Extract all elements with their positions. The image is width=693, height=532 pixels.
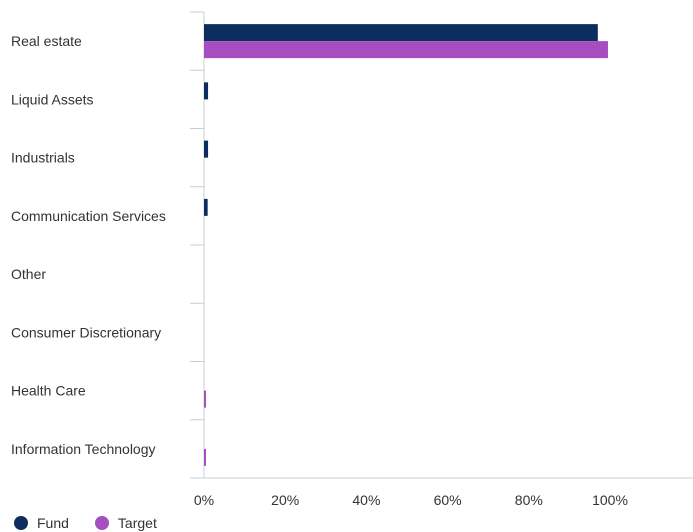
legend-label-target: Target	[117, 515, 157, 531]
category-label: Liquid Assets	[11, 91, 94, 107]
legend-label-fund: Fund	[37, 515, 69, 531]
plot-frame	[190, 11, 693, 479]
category-label: Health Care	[11, 383, 86, 399]
bar-fund[interactable]	[204, 198, 208, 216]
x-tick-label: 20%	[271, 492, 299, 508]
legend-item-fund[interactable]: Fund	[14, 515, 69, 531]
category-labels: Real estate Liquid Assets Industrials Commu…	[11, 33, 166, 457]
x-tick-label: 40%	[352, 492, 380, 508]
legend-swatch-fund	[14, 516, 28, 530]
x-tick-label: 60%	[434, 492, 462, 508]
category-label: Industrials	[11, 150, 75, 166]
category-label: Real estate	[11, 33, 82, 49]
bar-fund[interactable]	[204, 140, 209, 158]
category-label: Other	[11, 266, 46, 282]
x-axis-tick-labels: 0% 20% 40% 60% 80% 100%	[194, 492, 628, 508]
category-label: Communication Services	[11, 208, 166, 224]
bar-target[interactable]	[204, 448, 206, 466]
x-tick-label: 100%	[592, 492, 628, 508]
bar-fund[interactable]	[204, 24, 598, 42]
legend-item-target[interactable]: Target	[94, 515, 157, 531]
legend-swatch-target	[94, 516, 109, 530]
category-label: Information Technology	[11, 441, 156, 457]
x-tick-label: 0%	[194, 492, 214, 508]
bars	[204, 24, 608, 466]
x-tick-label: 80%	[515, 492, 543, 508]
bar-target[interactable]	[204, 390, 206, 408]
category-label: Consumer Discretionary	[11, 324, 161, 340]
bar-fund[interactable]	[204, 82, 209, 100]
bar-target[interactable]	[204, 41, 608, 59]
legend: Fund Target	[14, 515, 183, 531]
